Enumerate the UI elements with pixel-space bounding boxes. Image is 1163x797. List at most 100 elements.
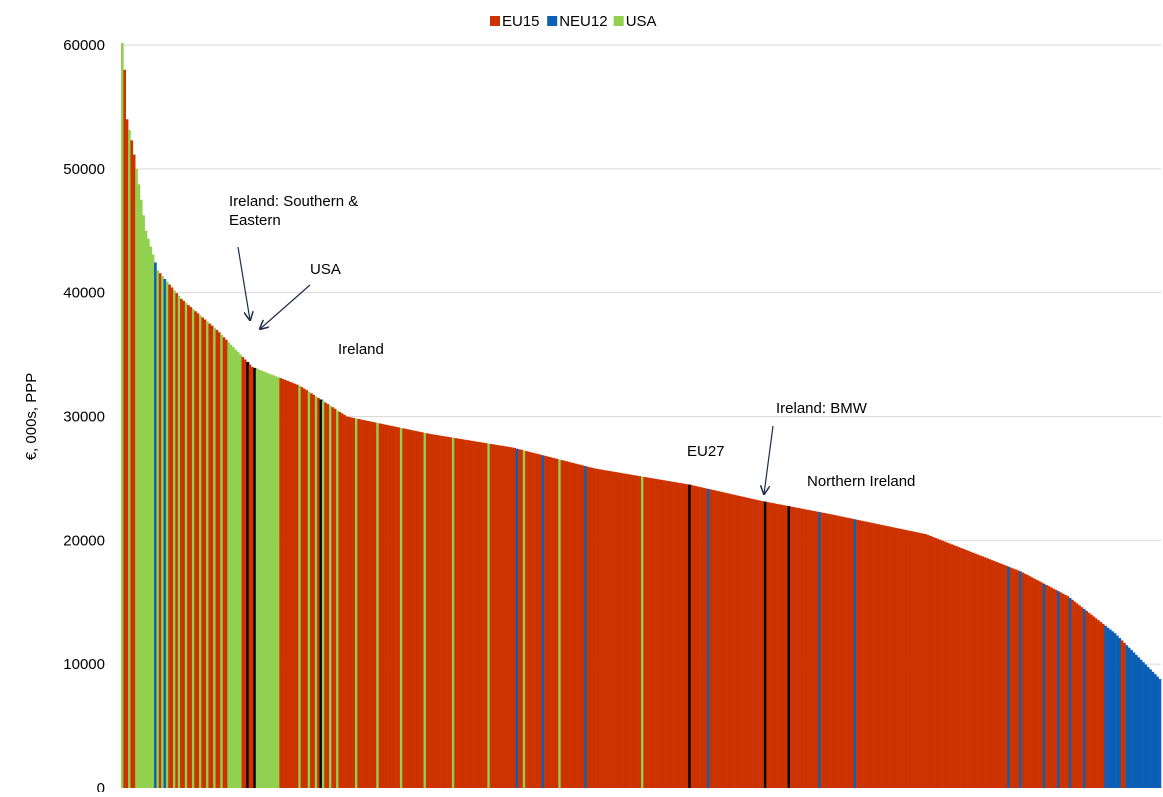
bar-eu15 bbox=[1031, 577, 1034, 788]
bar-eu15 bbox=[553, 458, 557, 788]
bar-eu15 bbox=[194, 311, 197, 788]
bar-eu15 bbox=[943, 541, 947, 788]
bar-usa bbox=[258, 369, 261, 788]
bar-eu15 bbox=[846, 517, 850, 788]
y-tick-label: 10000 bbox=[63, 656, 105, 673]
bar-eu15 bbox=[716, 491, 720, 788]
bar-eu15 bbox=[1009, 567, 1013, 788]
bar-eu15 bbox=[657, 479, 661, 788]
bar-eu15 bbox=[815, 511, 819, 788]
bar-eu15 bbox=[378, 423, 382, 788]
bar-usa bbox=[220, 334, 223, 788]
bar-eu15 bbox=[813, 511, 817, 788]
bar-neu12 bbox=[515, 448, 519, 788]
bar-eu15 bbox=[676, 482, 680, 788]
bar-eu15 bbox=[771, 502, 774, 788]
bar-eu15 bbox=[225, 339, 228, 788]
bar-eu15 bbox=[726, 493, 729, 788]
bar-usa bbox=[423, 432, 427, 788]
bar-eu15 bbox=[929, 536, 933, 788]
bar-eu15 bbox=[1052, 588, 1055, 788]
bar-eu15 bbox=[693, 485, 696, 788]
bar-eu15 bbox=[482, 442, 486, 788]
bar-eu15 bbox=[485, 443, 488, 788]
bar-eu15 bbox=[215, 329, 219, 788]
bar-eu15 bbox=[170, 287, 174, 788]
bar-eu15 bbox=[598, 469, 602, 788]
bar-eu15 bbox=[447, 436, 450, 788]
annotation-label: Ireland: Southern & bbox=[229, 193, 358, 210]
bar-eu15 bbox=[754, 499, 758, 788]
annotation-label: EU27 bbox=[687, 443, 725, 460]
bar-eu15 bbox=[886, 526, 890, 788]
bar-eu15 bbox=[867, 522, 871, 788]
bar-eu15 bbox=[884, 525, 888, 788]
bar-eu15 bbox=[158, 273, 162, 789]
bar-neu12 bbox=[818, 512, 821, 788]
bar-eu15 bbox=[425, 433, 429, 788]
y-tick-label: 40000 bbox=[63, 285, 105, 302]
bar-eu15 bbox=[461, 439, 465, 788]
legend[interactable]: EU15 NEU12 USA bbox=[490, 13, 657, 30]
bar-eu15 bbox=[527, 451, 531, 788]
legend-item-neu12[interactable]: NEU12 bbox=[547, 13, 608, 30]
bar-eu15 bbox=[1005, 565, 1008, 788]
bar-eu15 bbox=[586, 466, 590, 788]
bar-eu15 bbox=[607, 470, 611, 788]
bar-neu12 bbox=[1156, 676, 1159, 788]
bar-usa bbox=[641, 476, 644, 788]
bar-eu15 bbox=[563, 460, 566, 788]
bar-eu15 bbox=[950, 544, 954, 788]
bar-eu15 bbox=[768, 502, 772, 788]
bar-neu12 bbox=[1125, 645, 1129, 788]
bar-highlight bbox=[319, 399, 323, 788]
bar-eu15 bbox=[650, 478, 654, 788]
bar-eu15 bbox=[381, 423, 384, 788]
bar-eu15 bbox=[721, 492, 725, 788]
bar-eu15 bbox=[742, 496, 746, 788]
bar-eu15 bbox=[806, 509, 810, 788]
y-tick-label: 50000 bbox=[63, 161, 105, 178]
bar-eu15 bbox=[444, 436, 448, 788]
bar-usa bbox=[191, 309, 195, 788]
bar-eu15 bbox=[506, 446, 509, 788]
bar-usa bbox=[260, 370, 264, 788]
bar-eu15 bbox=[454, 438, 457, 788]
bar-neu12 bbox=[707, 488, 710, 788]
bar-eu15 bbox=[345, 416, 349, 788]
bar-eu15 bbox=[574, 463, 578, 788]
bar-eu15 bbox=[551, 457, 554, 788]
bar-eu15 bbox=[870, 522, 873, 788]
bar-neu12 bbox=[853, 519, 857, 788]
legend-item-eu15[interactable]: EU15 bbox=[490, 13, 540, 30]
bar-eu15 bbox=[411, 430, 415, 788]
bar-eu15 bbox=[674, 482, 677, 788]
bar-eu15 bbox=[804, 509, 807, 788]
legend-item-usa[interactable]: USA bbox=[613, 13, 657, 30]
bar-eu15 bbox=[995, 562, 999, 788]
bar-eu15 bbox=[392, 426, 396, 788]
bar-eu15 bbox=[1045, 584, 1048, 788]
bar-eu15 bbox=[581, 465, 585, 788]
bar-eu15 bbox=[903, 529, 907, 788]
bar-eu15 bbox=[286, 380, 290, 788]
bar-eu15 bbox=[305, 390, 309, 788]
bar-usa bbox=[239, 354, 242, 788]
bar-neu12 bbox=[1127, 647, 1131, 788]
bar-eu15 bbox=[1066, 596, 1070, 788]
bar-eu15 bbox=[364, 420, 368, 788]
bar-neu12 bbox=[1132, 652, 1136, 788]
bar-eu15 bbox=[960, 548, 963, 788]
bar-neu12 bbox=[1116, 635, 1119, 788]
bar-usa bbox=[265, 372, 268, 788]
bar-eu15 bbox=[331, 407, 335, 788]
bar-eu15 bbox=[733, 494, 736, 788]
bar-eu15 bbox=[830, 514, 833, 788]
bar-usa bbox=[262, 371, 266, 788]
bar-eu15 bbox=[414, 430, 417, 788]
bar-eu15 bbox=[844, 517, 847, 788]
bar-eu15 bbox=[1092, 616, 1096, 788]
bar-eu15 bbox=[388, 425, 391, 788]
bar-eu15 bbox=[997, 562, 1001, 788]
bar-eu15 bbox=[1047, 586, 1051, 788]
